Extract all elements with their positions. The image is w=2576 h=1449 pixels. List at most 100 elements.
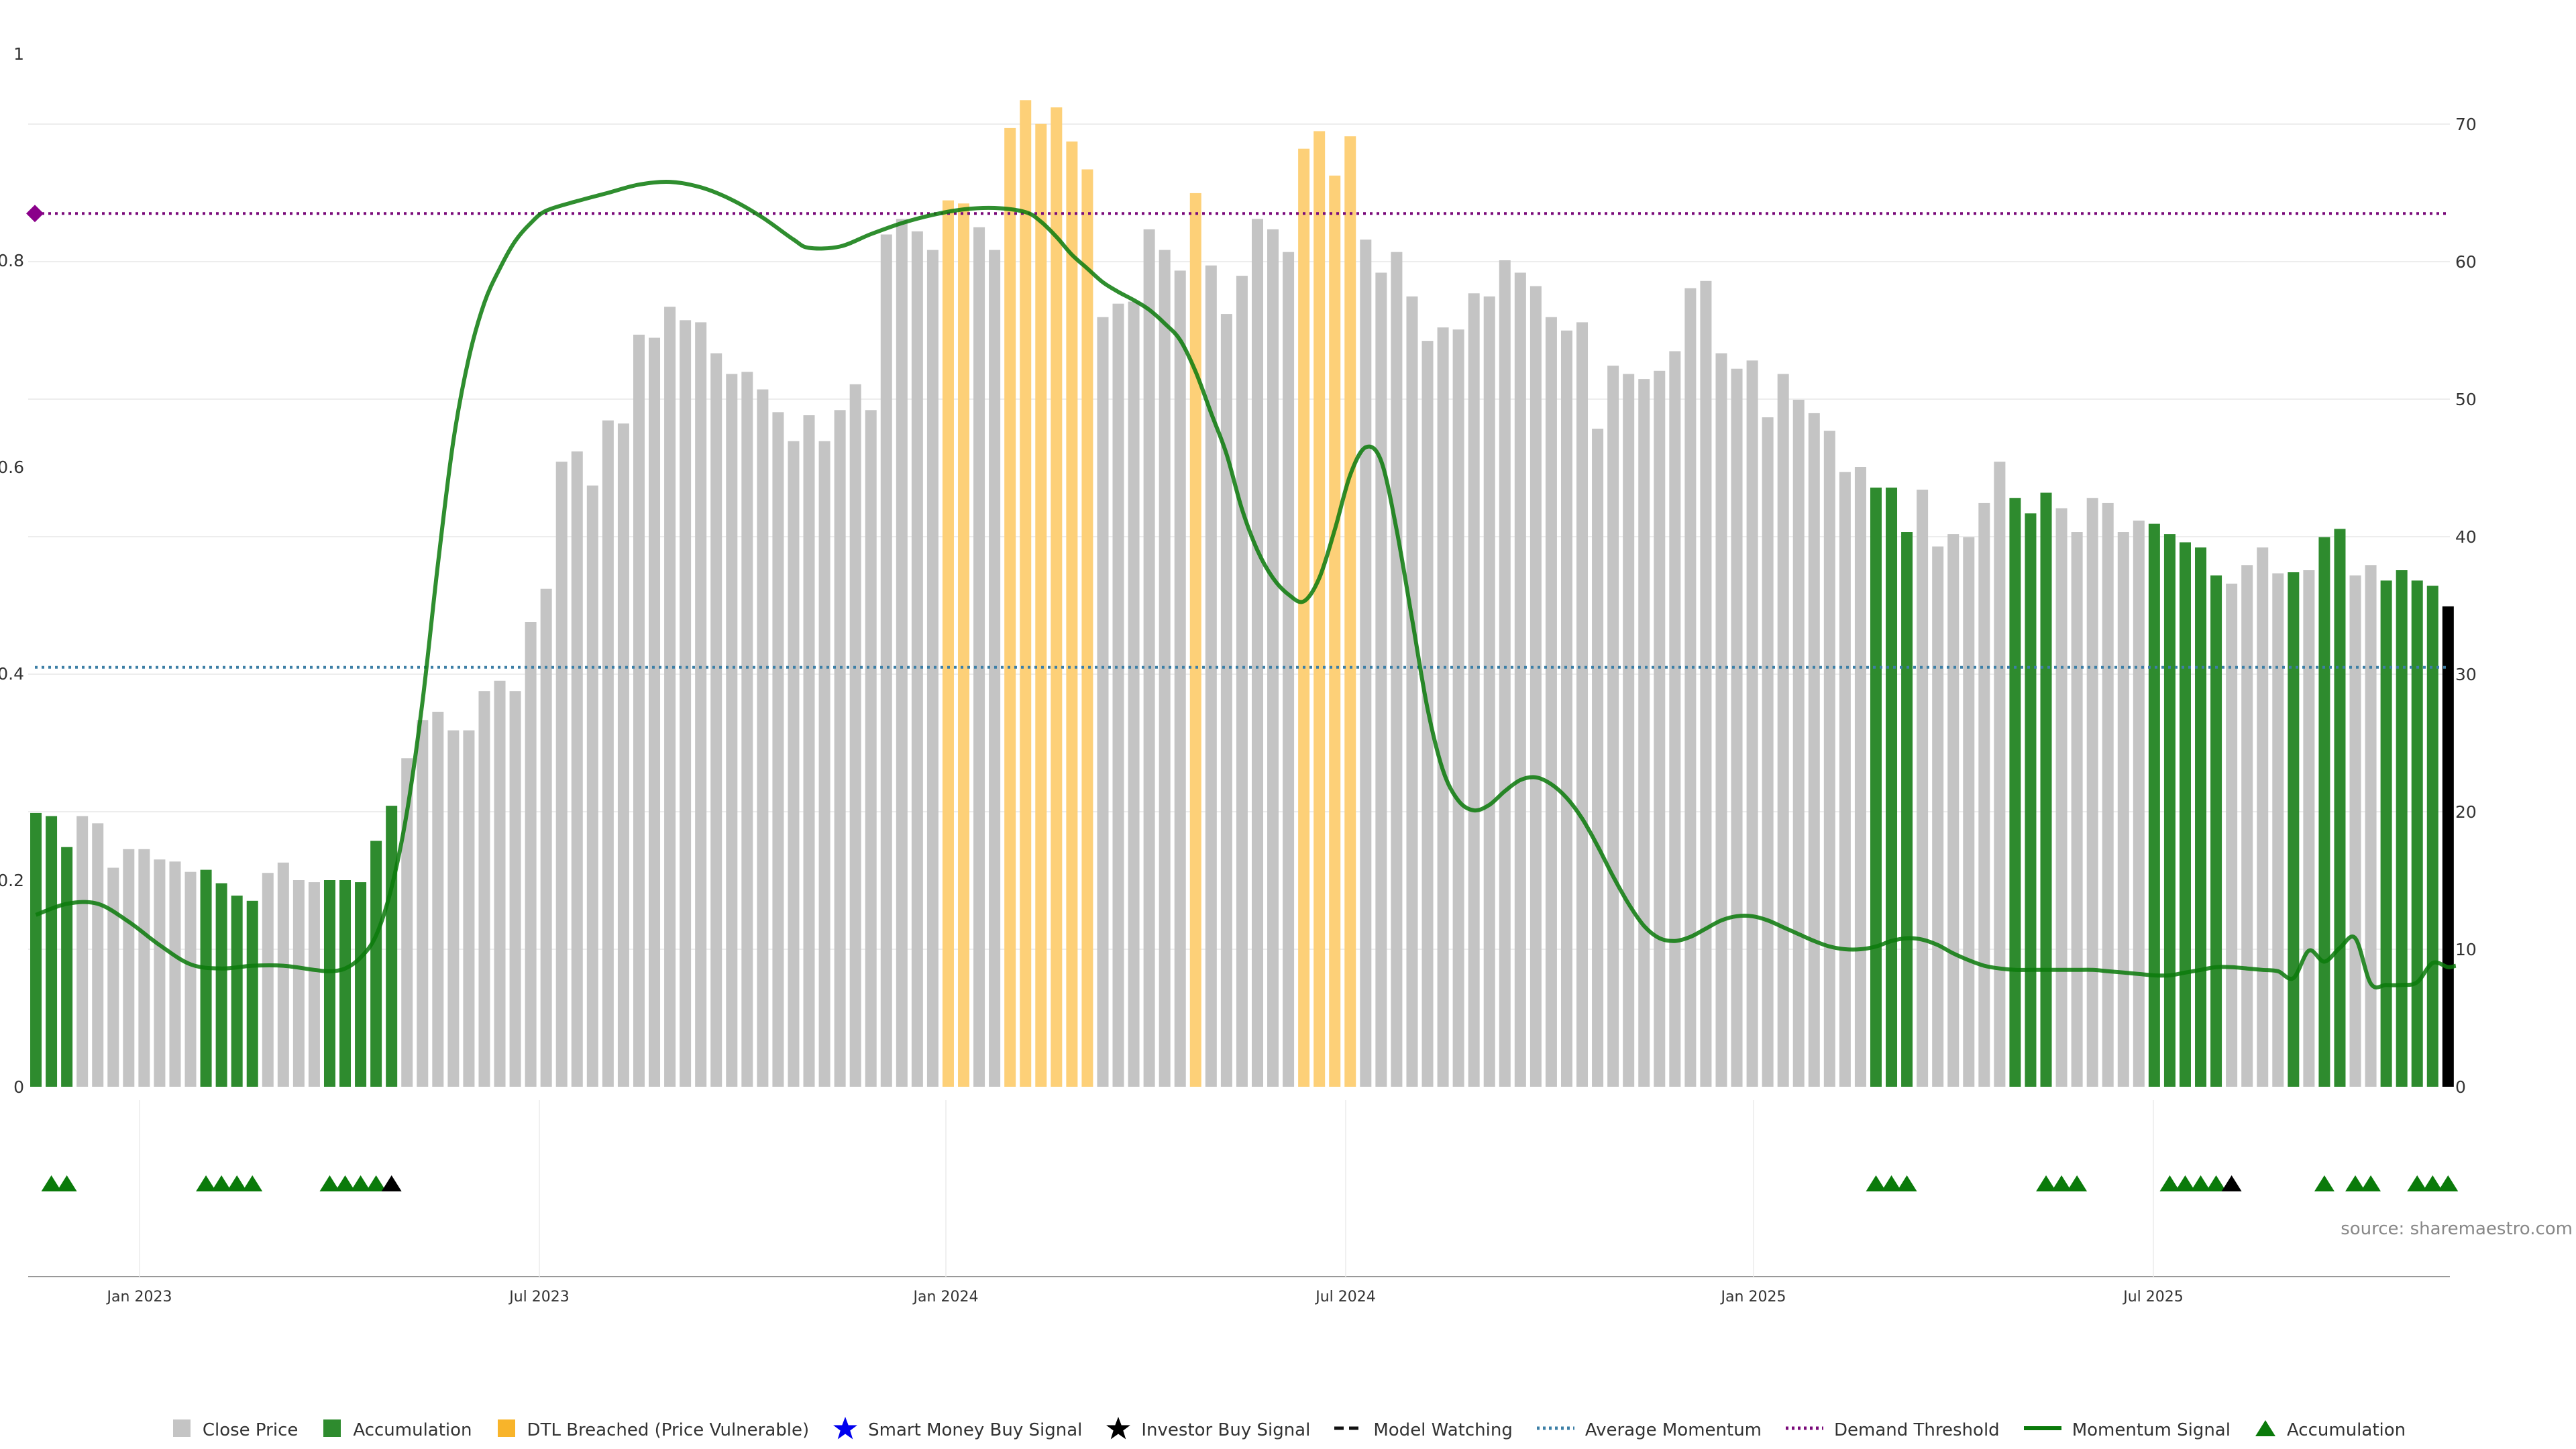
reference-lines	[26, 205, 2450, 669]
left-axis-tick-label: 0.8	[0, 251, 24, 270]
close-price-bar	[1529, 286, 1542, 1087]
accumulation-bar	[1886, 487, 1898, 1087]
close-price-bar	[401, 758, 413, 1087]
left-axis-tick-label: 0.6	[0, 458, 24, 477]
left-axis-tick-label: 1	[13, 44, 24, 64]
left-axis: 0 0.2 0.4 0.6 0.8 1	[0, 44, 24, 1097]
accumulation-triangle	[196, 1175, 217, 1191]
dtl-breached-bar	[1189, 193, 1201, 1087]
close-price-bar	[1545, 317, 1557, 1087]
accumulation-triangle	[1896, 1175, 1917, 1191]
accumulation-bar	[61, 847, 73, 1087]
dtl-breached-bar	[1298, 148, 1310, 1087]
right-axis-tick-label: 20	[2455, 802, 2477, 822]
investor-buy-signal-marker	[381, 1175, 402, 1191]
close-price-bar	[2257, 547, 2269, 1087]
close-price-bar	[1437, 327, 1449, 1087]
accumulation-bar	[355, 882, 367, 1087]
legend-item: Average Momentum	[1536, 1418, 1762, 1443]
legend-label: Accumulation	[2286, 1420, 2406, 1440]
close-price-bar	[571, 451, 583, 1087]
left-axis-tick-label: 0	[13, 1077, 24, 1097]
close-price-bar	[1808, 413, 1820, 1087]
accumulation-bar	[386, 806, 398, 1087]
close-price-bar	[633, 334, 645, 1087]
legend-item: DTL Breached (Price Vulnerable)	[495, 1418, 809, 1443]
accumulation-bar	[2380, 580, 2392, 1087]
right-axis-tick-label: 50	[2455, 390, 2477, 409]
accumulation-bar	[1901, 532, 1913, 1087]
right-axis: 0 10 20 30 40 50 60 70	[2455, 115, 2477, 1097]
legend-symbol-icon	[495, 1418, 518, 1443]
accumulation-bar	[2040, 492, 2052, 1087]
dtl-breached-bar	[1081, 169, 1093, 1087]
close-price-bar	[308, 882, 320, 1087]
close-price-bar	[1267, 229, 1279, 1087]
accumulation-triangle	[366, 1175, 386, 1191]
close-price-bar	[926, 250, 938, 1087]
close-price-bar	[710, 353, 722, 1087]
close-price-bar	[1978, 502, 1990, 1087]
close-price-bar	[262, 873, 274, 1087]
x-axis-tick-label: Jul 2025	[2122, 1289, 2184, 1305]
close-price-bar	[277, 862, 289, 1087]
close-price-bar	[896, 219, 908, 1087]
price-bars	[30, 100, 2454, 1087]
legend-label: Close Price	[202, 1420, 299, 1440]
close-price-bar	[664, 307, 676, 1087]
close-price-bar	[1746, 360, 1758, 1087]
dtl-breached-bar	[1066, 141, 1078, 1087]
close-price-bar	[76, 816, 89, 1087]
close-price-bar	[1143, 229, 1155, 1087]
close-price-bar	[1514, 272, 1526, 1087]
dtl-breached-bar	[942, 200, 954, 1087]
accumulation-bar	[2163, 534, 2176, 1087]
close-price-bar	[1854, 467, 1866, 1087]
accumulation-triangle	[350, 1175, 371, 1191]
accumulation-bar	[2179, 542, 2191, 1087]
close-price-bar	[834, 410, 846, 1087]
right-axis-tick-label: 70	[2455, 115, 2477, 134]
close-price-bar	[1576, 322, 1589, 1087]
legend-symbol-icon	[321, 1418, 343, 1443]
legend-label: Accumulation	[353, 1420, 472, 1440]
close-price-bar	[2117, 532, 2129, 1087]
right-axis-tick-label: 40	[2455, 527, 2477, 547]
close-price-bar	[1360, 239, 1372, 1087]
close-price-bar	[1220, 314, 1232, 1087]
close-price-bar	[1684, 288, 1697, 1087]
legend-label: Momentum Signal	[2072, 1420, 2231, 1440]
accumulation-bar	[2334, 529, 2346, 1087]
close-price-bar	[123, 849, 135, 1087]
close-price-bar	[1731, 368, 1743, 1087]
dtl-breached-bar	[1004, 127, 1016, 1087]
accumulation-triangle	[2438, 1175, 2459, 1191]
accumulation-bar	[323, 880, 335, 1087]
accumulation-triangle	[41, 1175, 62, 1191]
close-price-bar	[1174, 270, 1186, 1087]
legend-symbol-icon	[1105, 1416, 1132, 1445]
close-price-bar	[973, 227, 985, 1087]
accumulation-bar	[2148, 523, 2160, 1087]
x-axis-tick-label: Jul 2023	[508, 1289, 570, 1305]
legend-item: Accumulation	[2253, 1418, 2406, 1443]
close-price-bar	[1700, 280, 1712, 1087]
accumulation-bar	[339, 880, 352, 1087]
x-axis: Jan 2023 Jul 2023 Jan 2024 Jul 2024 Jan 2025…	[28, 1100, 2450, 1305]
close-price-bar	[292, 880, 305, 1087]
close-price-bar	[2071, 532, 2083, 1087]
close-price-bar	[818, 441, 830, 1087]
accumulation-bar	[2288, 572, 2300, 1087]
close-price-bar	[1669, 351, 1681, 1087]
close-price-bar	[1947, 534, 1960, 1087]
close-price-bar	[555, 462, 568, 1087]
accumulation-triangle	[2051, 1175, 2072, 1191]
legend-item: Momentum Signal	[2023, 1418, 2231, 1443]
close-price-bar	[2102, 502, 2114, 1087]
accumulation-triangle	[2314, 1175, 2334, 1191]
close-price-bar	[1963, 537, 1975, 1087]
close-price-bar	[911, 231, 923, 1087]
close-price-bar	[757, 389, 769, 1087]
close-price-bar	[1715, 353, 1727, 1087]
close-price-bar	[1251, 219, 1263, 1087]
